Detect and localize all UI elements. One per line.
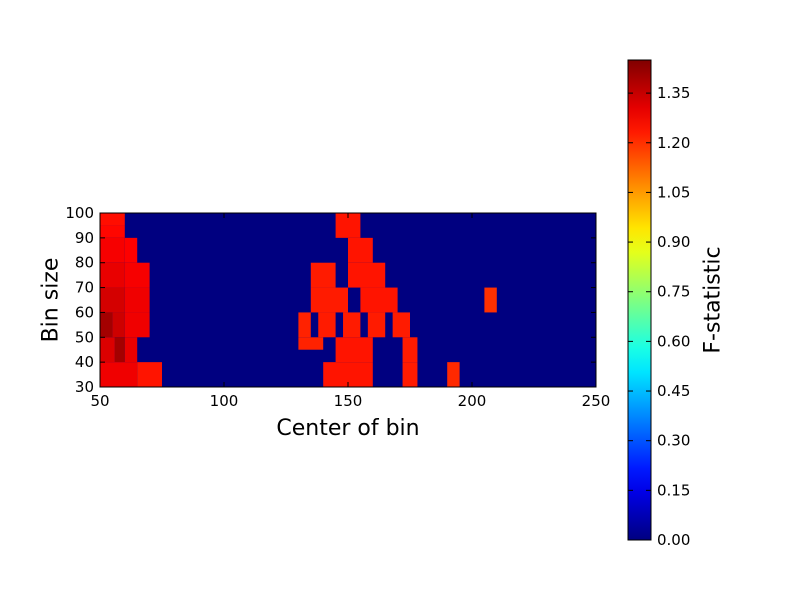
y-tick-label: 30 [75,378,94,396]
heatmap-cells [100,213,596,387]
heatmap-cell [100,287,125,313]
heatmap-cell [343,312,361,338]
x-tick-label: 50 [90,392,109,410]
colorbar-tick-label: 0.15 [657,481,690,499]
heatmap-cell [124,237,138,263]
heatmap-cell [124,337,138,363]
heatmap-cell [137,362,162,387]
heatmap-cell [367,312,386,338]
colorbar-ticks: 0.00 0.15 0.30 0.45 0.60 0.75 0.90 1.05 1.20 1.35 [628,84,690,549]
colorbar-tick-label: 0.75 [657,283,690,301]
colorbar-tick-label: 1.20 [657,134,690,152]
x-tick-label: 250 [582,392,611,410]
heatmap-cell [392,312,410,338]
x-tick-label: 150 [334,392,363,410]
x-axis-ticks: 50 100 150 200 250 [90,213,610,410]
y-axis-label: Bin size [39,258,64,343]
heatmap-cell [124,312,150,338]
heatmap-cell [100,262,125,288]
y-tick-label: 100 [65,204,94,222]
heatmap-cell [112,312,125,338]
colorbar-label: F-statistic [701,246,726,353]
colorbar-tick-label: 0.00 [657,531,690,549]
colorbar-tick-label: 1.05 [657,183,690,201]
heatmap-cell [348,237,373,263]
x-tick-label: 200 [458,392,487,410]
y-tick-label: 50 [75,328,94,346]
heatmap-cell [310,262,336,288]
heatmap-cell [114,337,125,363]
heatmap-cell [124,287,150,313]
colorbar-tick-label: 1.35 [657,84,690,102]
heatmap-cell [100,362,138,387]
heatmap-cell [100,312,113,338]
heatmap-cell [335,337,373,363]
colorbar-tick-label: 0.45 [657,382,690,400]
heatmap-cell [100,213,125,226]
y-tick-label: 90 [75,229,94,247]
y-tick-label: 40 [75,353,94,371]
y-tick-label: 70 [75,279,94,297]
colorbar-tick-label: 0.30 [657,432,690,450]
y-axis-ticks: 30 40 50 60 70 80 90 100 [65,204,596,396]
colorbar [627,59,652,541]
heatmap-cell [484,287,497,313]
heatmap-cell [298,312,311,338]
y-tick-label: 80 [75,254,94,272]
heatmap-cell [100,337,115,363]
x-axis-label: Center of bin [276,416,419,441]
colorbar-tick-label: 0.60 [657,332,690,350]
heatmap-cell [348,262,386,288]
heatmap-cell [447,362,460,387]
y-tick-label: 60 [75,303,94,321]
heatmap-cell [124,262,150,288]
heatmap-cell [100,225,125,238]
heatmap-cell [310,287,348,313]
heatmap-cell [298,337,324,350]
heatmap-cell [360,287,398,313]
colorbar-tick-label: 0.90 [657,233,690,251]
heatmap-cell [402,337,418,363]
heatmap-cell [100,237,125,263]
heatmap-cell [318,312,336,338]
x-tick-label: 100 [210,392,239,410]
heatmap-cell [402,362,418,387]
